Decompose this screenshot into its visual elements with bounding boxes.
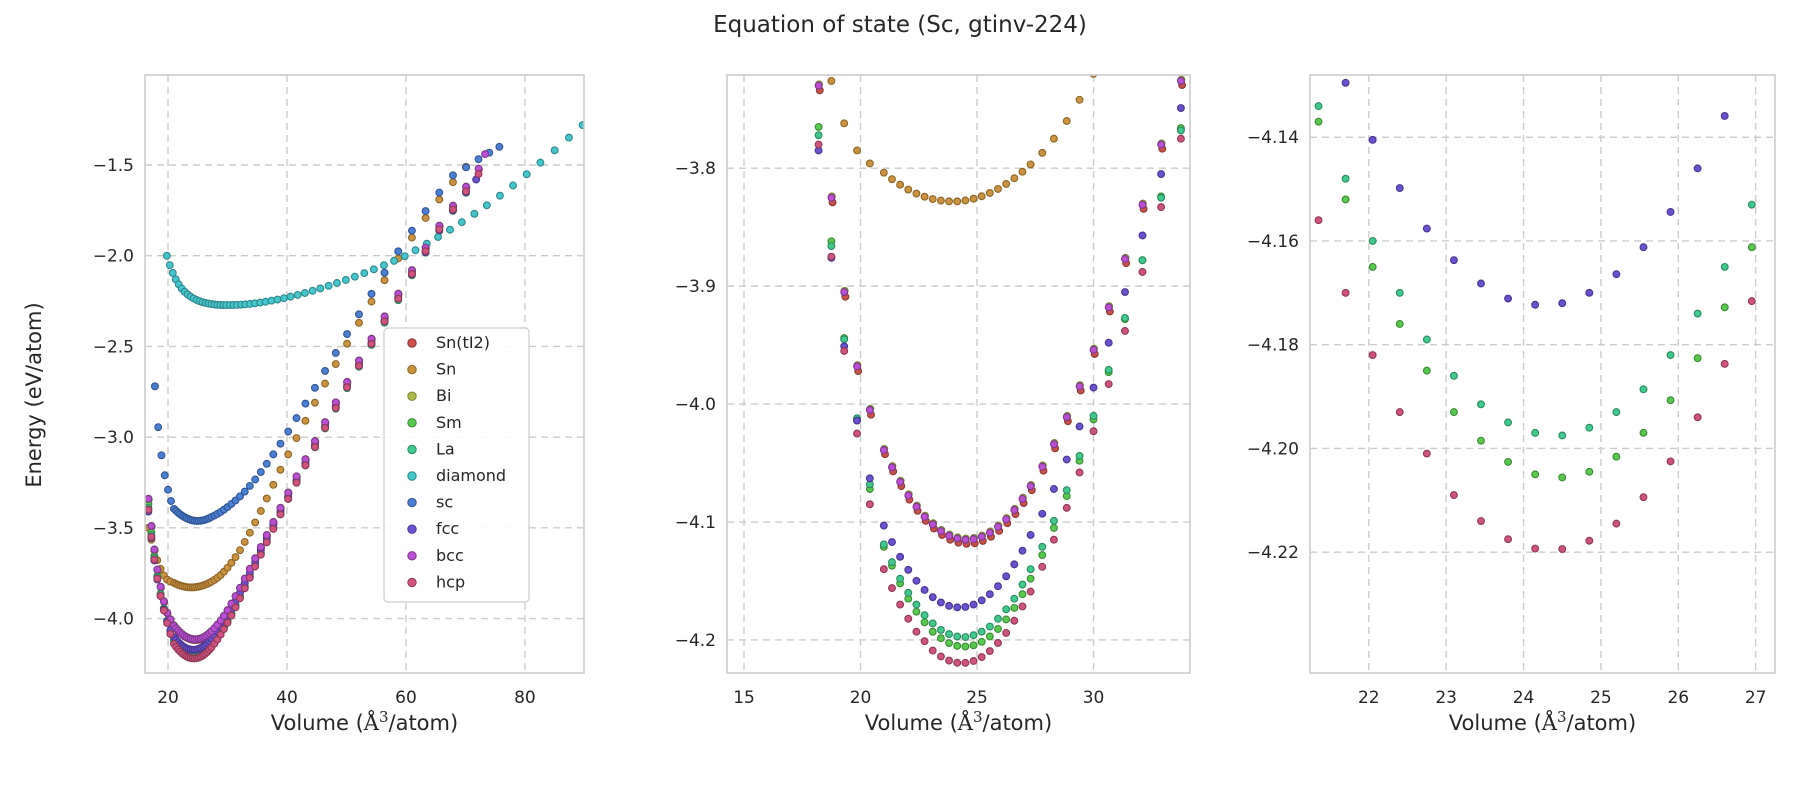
y-tick-label: −4.20 — [1247, 439, 1299, 459]
legend-marker-hcp — [407, 577, 417, 588]
tick-labels: 15 20 25 30 −3.8 −3.9 −4.0 −4.1 −4.2 — [675, 159, 1105, 708]
x-tick-label: 26 — [1667, 688, 1689, 708]
legend-label-Sn: Sn — [436, 360, 456, 379]
series-La-points — [814, 126, 1185, 641]
axes-frame — [726, 74, 1191, 674]
x-axis-label: Volume (Å3/atom) — [1449, 708, 1636, 735]
series-Sn-points — [827, 75, 1098, 206]
y-tick-label: −4.22 — [1247, 543, 1299, 563]
data-points — [1314, 78, 1775, 553]
series-fcc-points — [814, 104, 1185, 612]
legend-label-hcp: hcp — [436, 572, 465, 591]
y-tick-label: −3.0 — [93, 428, 134, 448]
legend-label-Sm: Sm — [436, 413, 462, 432]
legend-label-fcc: fcc — [436, 519, 459, 538]
series-hcp-points — [1314, 216, 1775, 553]
series-Sm-points — [1314, 117, 1775, 482]
gridlines — [1310, 75, 1775, 673]
series-hcp-points — [814, 134, 1185, 667]
subplot-1: 15 20 25 30 −3.8 −3.9 −4.0 −4.1 −4.2 Volume (Å3/a… — [675, 74, 1191, 735]
legend-label-Bi: Bi — [436, 386, 451, 405]
legend-label-diamond: diamond — [436, 466, 506, 485]
x-axis-label: Volume (Å3/atom) — [271, 708, 458, 735]
y-tick-label: −4.18 — [1247, 336, 1299, 356]
x-tick-label: 24 — [1513, 688, 1535, 708]
x-tick-label: 25 — [966, 688, 988, 708]
x-tick-label: 20 — [157, 688, 179, 708]
y-tick-label: −4.1 — [675, 513, 716, 533]
legend-marker-Sn(tI2) — [407, 338, 417, 348]
legend-marker-Sm — [407, 418, 417, 428]
y-tick-label: −4.14 — [1247, 128, 1299, 148]
x-tick-label: 23 — [1435, 688, 1457, 708]
x-tick-label: 60 — [395, 688, 417, 708]
legend-marker-Bi — [407, 391, 417, 401]
y-tick-label: −4.0 — [675, 395, 716, 415]
legend-marker-sc — [407, 497, 417, 508]
x-tick-label: 30 — [1083, 688, 1105, 708]
series-bcc-points — [814, 76, 1185, 544]
axes-frame — [144, 74, 585, 674]
series-Bi-points — [815, 75, 1186, 543]
y-tick-label: −3.5 — [93, 519, 134, 539]
legend-marker-fcc — [407, 524, 417, 534]
y-tick-label: −3.8 — [675, 159, 716, 179]
legend-label-sc: sc — [436, 493, 453, 512]
subplot-2: 22 23 24 25 26 27 −4.14 −4.16 −4.18 −4.20 −4.22 Vol… — [1247, 74, 1776, 735]
y-tick-label: −4.2 — [675, 631, 716, 651]
legend-marker-diamond — [407, 471, 417, 481]
y-axis-label: Energy (eV/atom) — [22, 302, 46, 488]
data-points — [145, 121, 584, 663]
legend-marker-bcc — [407, 551, 417, 561]
series-fcc-points — [1341, 78, 1729, 309]
y-tick-label: −1.5 — [93, 156, 134, 176]
series-hcp-points — [145, 170, 483, 663]
axes-frame — [1309, 74, 1776, 674]
legend-label-Sn(tI2): Sn(tI2) — [436, 333, 490, 352]
legend-label-La: La — [436, 439, 455, 458]
y-tick-label: −2.0 — [93, 247, 134, 267]
legend-box — [383, 327, 530, 603]
y-tick-label: −4.0 — [93, 610, 134, 630]
gridlines — [727, 75, 1190, 673]
tick-labels: 22 23 24 25 26 27 −4.14 −4.16 −4.18 −4.20 −4.22 — [1247, 128, 1767, 708]
legend-label-bcc: bcc — [436, 546, 464, 565]
legend-marker-La — [407, 444, 417, 455]
series-diamond-points — [162, 121, 584, 310]
x-tick-label: 20 — [850, 688, 872, 708]
series-La-points — [1314, 102, 1775, 440]
x-tick-label: 80 — [514, 688, 536, 708]
x-tick-label: 15 — [733, 688, 755, 708]
y-tick-label: −4.16 — [1247, 232, 1299, 252]
subplot-0: 20 40 60 80 −1.5 −2.0 −2.5 −3.0 −3.5 −4.0 Volume (… — [93, 74, 585, 735]
y-tick-label: −3.9 — [675, 277, 716, 297]
figure-title: Equation of state (Sc, gtinv-224) — [713, 12, 1087, 38]
x-tick-label: 25 — [1590, 688, 1612, 708]
x-tick-label: 27 — [1745, 688, 1767, 708]
y-tick-label: −2.5 — [93, 337, 134, 357]
x-tick-label: 40 — [276, 688, 298, 708]
data-points — [814, 75, 1187, 667]
legend: Sn(tI2) Sn Bi Sm La diamond sc fcc bcc hcp — [383, 327, 530, 603]
series-Sm-points — [814, 122, 1185, 651]
x-axis-label: Volume (Å3/atom) — [865, 708, 1052, 735]
tick-labels: 20 40 60 80 −1.5 −2.0 −2.5 −3.0 −3.5 −4.0 — [93, 156, 536, 708]
x-tick-label: 22 — [1358, 688, 1380, 708]
legend-marker-Sn — [407, 364, 417, 375]
series-sc-points — [150, 142, 504, 525]
